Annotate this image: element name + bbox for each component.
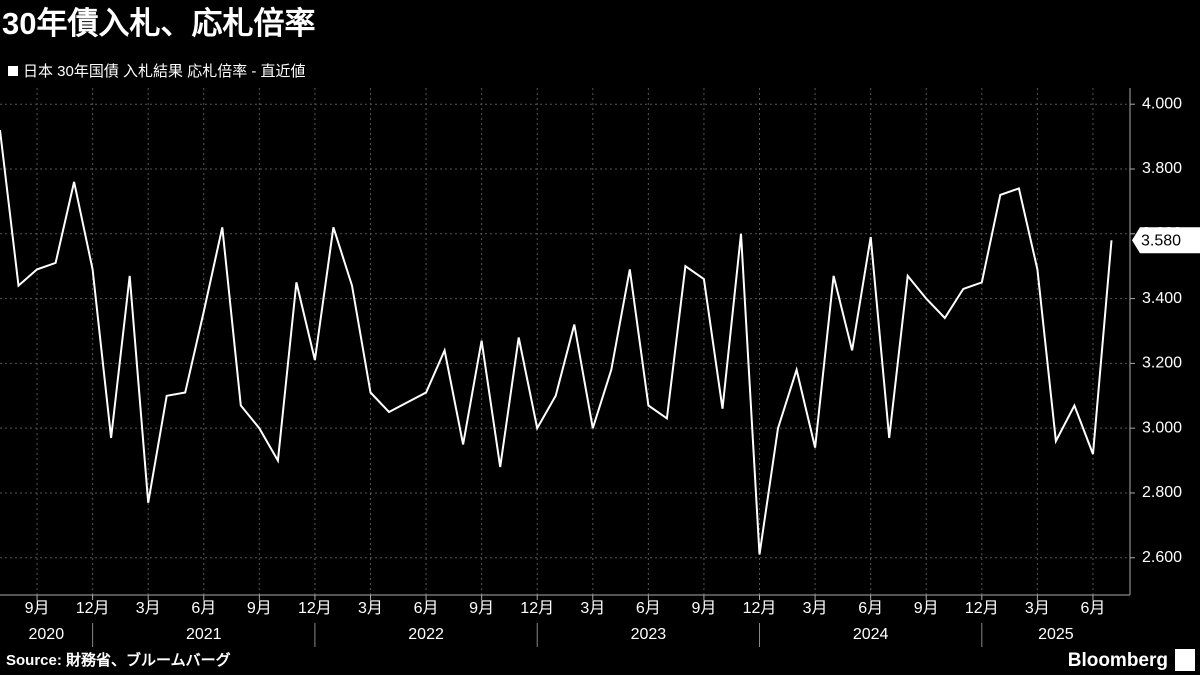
x-tick-label: 3月: [136, 600, 161, 617]
legend-label: 日本 30年国債 入札結果 応札倍率 - 直近値: [23, 63, 306, 80]
year-label: 2024: [853, 626, 889, 643]
source: Source: 財務省、ブルームバーグ: [6, 651, 231, 669]
y-tick-label: 2.800: [1142, 484, 1182, 501]
year-label: 2021: [186, 626, 222, 643]
value-label-box: [1132, 227, 1200, 254]
x-tick-label: 6月: [414, 600, 439, 617]
year-label: 2022: [408, 626, 444, 643]
year-label: 2025: [1038, 626, 1074, 643]
x-tick-label: 6月: [1080, 600, 1105, 617]
x-tick-label: 12月: [76, 600, 110, 617]
line: [0, 129, 1113, 555]
x-tick-label: 6月: [191, 600, 216, 617]
x-tick-label: 9月: [914, 600, 939, 617]
x-tick-label: 9月: [469, 600, 494, 617]
x-tick-label: 6月: [636, 600, 661, 617]
year-label: 2023: [631, 626, 667, 643]
x-tick-label: 12月: [743, 600, 777, 617]
y-tick-label: 3.400: [1142, 290, 1182, 307]
legend-swatch: [8, 66, 18, 76]
x-tick-label: 3月: [1025, 600, 1050, 617]
x-tick-label: 9月: [247, 600, 272, 617]
x-tick-label: 12月: [298, 600, 332, 617]
y-tick-label: 2.600: [1142, 549, 1182, 566]
x-tick-label: 12月: [520, 600, 554, 617]
x-tick-label: 3月: [803, 600, 828, 617]
brand-icon: [1175, 649, 1195, 671]
y-tick-label: 3.200: [1142, 355, 1182, 372]
year-label: 2020: [29, 626, 65, 643]
x-tick-label: 9月: [25, 600, 50, 617]
y-tick-label: 4.000: [1142, 95, 1182, 112]
x-tick-label: 9月: [691, 600, 716, 617]
brand: Bloomberg: [1068, 650, 1168, 671]
x-tick-label: 3月: [580, 600, 605, 617]
x-tick-label: 6月: [858, 600, 883, 617]
x-tick-label: 3月: [358, 600, 383, 617]
y-tick-label: 3.000: [1142, 419, 1182, 436]
value-label: 3.580: [1141, 232, 1181, 249]
y-tick-label: 3.800: [1142, 160, 1182, 177]
chart-title: 30年債入札、応札倍率: [2, 6, 315, 41]
x-tick-label: 12月: [965, 600, 999, 617]
